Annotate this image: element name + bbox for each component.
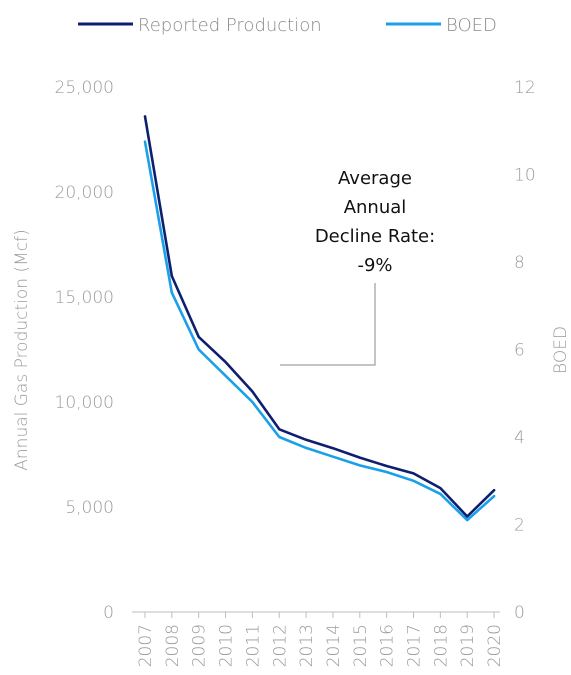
right-tick-label: 6 xyxy=(514,341,525,361)
y-axis-title-right: BOED xyxy=(551,326,571,374)
series-layer xyxy=(143,115,496,522)
left-tick-label: 15,000 xyxy=(55,288,114,308)
right-tick-label: 10 xyxy=(514,166,536,186)
x-tick-label: 2015 xyxy=(351,624,371,667)
annotation-line-2: Annual xyxy=(344,197,407,218)
annotation-line-3: Decline Rate: xyxy=(315,226,435,247)
right-tick-label: 8 xyxy=(514,253,525,273)
x-tick-label: 2013 xyxy=(297,624,317,667)
y-axis-title-left: Annual Gas Production (Mcf) xyxy=(12,229,32,470)
x-tick-label: 2009 xyxy=(190,624,210,667)
left-tick-label: 20,000 xyxy=(55,183,114,203)
annotation-line-1: Average xyxy=(338,168,412,189)
annotation: Average Annual Decline Rate: -9% xyxy=(280,168,435,366)
annotation-line-4: -9% xyxy=(357,255,392,276)
left-axis-ticks: 0 5,000 10,000 15,000 20,000 25,000 xyxy=(55,78,114,623)
left-tick-label: 5,000 xyxy=(65,498,114,518)
right-axis-ticks: 0 2 4 6 8 10 12 xyxy=(514,78,536,623)
legend: Reported Production BOED xyxy=(78,15,497,36)
right-tick-label: 4 xyxy=(514,428,525,448)
series-line-reported-production xyxy=(143,115,496,518)
right-tick-label: 0 xyxy=(514,603,525,623)
right-tick-label: 2 xyxy=(514,516,525,536)
x-tick-label: 2016 xyxy=(378,624,398,667)
x-tick-label: 2017 xyxy=(405,624,425,667)
legend-label-reported-production: Reported Production xyxy=(138,15,322,36)
x-tick-label: 2008 xyxy=(163,624,183,667)
x-tick-label: 2010 xyxy=(217,624,237,667)
x-tick-label: 2007 xyxy=(136,624,156,667)
x-tick-label: 2018 xyxy=(431,624,451,667)
series-line-boed xyxy=(143,140,496,522)
x-tick-label: 2011 xyxy=(243,624,263,667)
left-tick-label: 10,000 xyxy=(55,393,114,413)
x-tick-label: 2014 xyxy=(324,624,344,667)
x-tick-label: 2019 xyxy=(458,624,478,667)
x-tick-label: 2020 xyxy=(485,624,505,667)
x-tick-label: 2012 xyxy=(270,624,290,667)
left-tick-label: 25,000 xyxy=(55,78,114,98)
left-tick-label: 0 xyxy=(103,603,114,623)
x-axis-ticks: 2007 2008 2009 2010 2011 2012 2013 2014 2015 2016… xyxy=(136,612,505,667)
legend-label-boed: BOED xyxy=(446,15,497,36)
right-tick-label: 12 xyxy=(514,78,536,98)
annotation-leader-line xyxy=(280,283,376,366)
